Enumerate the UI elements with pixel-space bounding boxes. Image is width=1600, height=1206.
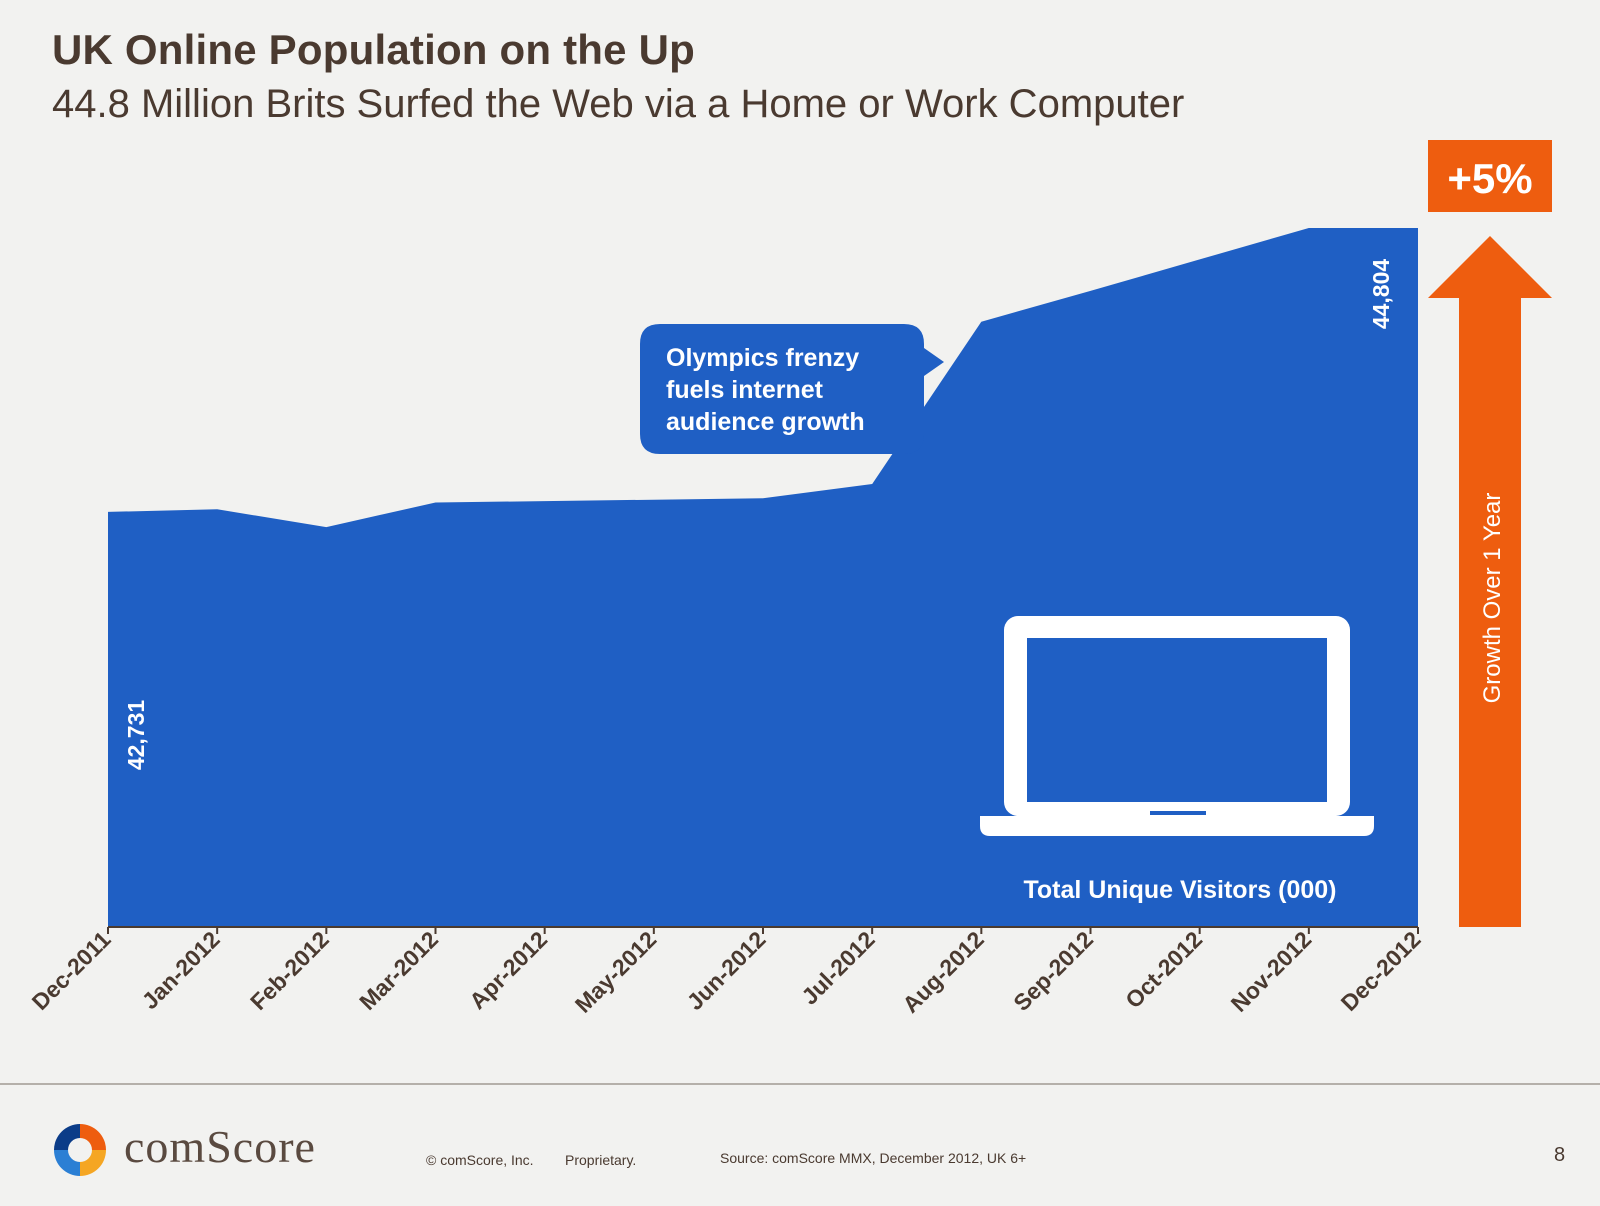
annotation-line: fuels internet xyxy=(666,376,824,404)
x-tick-label: Mar-2012 xyxy=(354,926,443,1015)
x-tick-label: Nov-2012 xyxy=(1226,926,1317,1017)
page-title: UK Online Population on the Up xyxy=(52,26,695,73)
x-ticks xyxy=(107,927,1419,934)
x-tick-label: Jul-2012 xyxy=(796,926,879,1009)
laptop-icon xyxy=(980,616,1374,836)
annotation-line: audience growth xyxy=(666,408,865,436)
chart: Dec-2011 Jan-2012 Feb-2012 Mar-2012 Apr-2012… xyxy=(27,140,1552,1018)
source-text: Source: comScore MMX, December 2012, UK … xyxy=(720,1150,1027,1166)
x-tick-labels: Dec-2011 Jan-2012 Feb-2012 Mar-2012 Apr-2012… xyxy=(27,926,1426,1018)
x-tick-label: Dec-2012 xyxy=(1336,926,1426,1016)
growth-arrow xyxy=(1428,236,1552,927)
x-tick-label: Oct-2012 xyxy=(1120,926,1207,1013)
data-label-last: 44,804 xyxy=(1368,259,1394,330)
footer-divider xyxy=(0,1083,1600,1085)
annotation-line: Olympics frenzy xyxy=(666,344,859,372)
growth-arrow-label: Growth Over 1 Year xyxy=(1479,493,1506,704)
copyright-text: © comScore, Inc. xyxy=(426,1152,534,1168)
x-tick-label: Sep-2012 xyxy=(1008,926,1098,1016)
x-tick-label: Apr-2012 xyxy=(464,926,552,1014)
x-tick-label: Jan-2012 xyxy=(137,926,225,1014)
x-tick-label: Feb-2012 xyxy=(245,926,334,1015)
x-tick-label: Dec-2011 xyxy=(27,926,116,1015)
comscore-logo-icon xyxy=(54,1124,106,1176)
page-subtitle: 44.8 Million Brits Surfed the Web via a … xyxy=(52,82,1185,126)
comscore-logo-text: comScore xyxy=(124,1121,316,1172)
series-label: Total Unique Visitors (000) xyxy=(1023,876,1336,904)
x-tick-label: Aug-2012 xyxy=(897,926,989,1018)
proprietary-text: Proprietary. xyxy=(565,1152,637,1168)
x-tick-label: Jun-2012 xyxy=(682,926,771,1015)
data-label-first: 42,731 xyxy=(123,700,149,771)
page-number: 8 xyxy=(1554,1144,1566,1166)
growth-badge xyxy=(1428,140,1552,212)
annotation-callout: Olympics frenzy fuels internet audience gr… xyxy=(640,324,944,454)
x-tick-label: May-2012 xyxy=(570,926,662,1018)
growth-badge-text: +5% xyxy=(1447,155,1532,202)
